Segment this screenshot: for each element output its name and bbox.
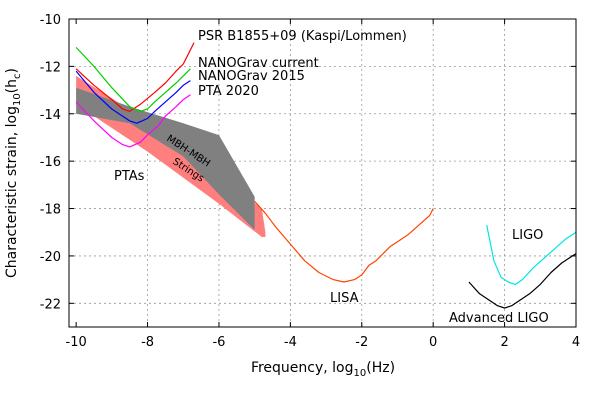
nanograv-2015-label: NANOGrav 2015 — [198, 69, 305, 84]
y-tick-label: -14 — [40, 108, 61, 123]
y-tick-label: -18 — [40, 203, 61, 218]
pta-2020-label: PTA 2020 — [198, 84, 259, 99]
x-tick-label: -4 — [284, 335, 297, 350]
nanograv-current-label: NANOGrav current — [198, 56, 319, 71]
series-layer — [75, 42, 577, 309]
nanograv-current-curve — [75, 46, 191, 112]
y-axis-label: Characteristic strain, log10(hc) — [4, 68, 23, 278]
band-layer — [76, 75, 266, 237]
nanograv-2015-curve — [75, 70, 191, 124]
psr-b1855-09-kaspi-lommen-curve — [75, 42, 195, 112]
grid-layer — [69, 19, 576, 327]
y-tick-label: -22 — [40, 297, 61, 312]
x-axis-label: Frequency, log10(Hz) — [251, 360, 395, 379]
pta-2020-curve — [75, 94, 191, 148]
ptas-label: PTAs — [114, 169, 145, 184]
x-tick-label: -10 — [66, 335, 87, 350]
x-tick-label: -2 — [355, 335, 368, 350]
psr-b1855-label: PSR B1855+09 (Kaspi/Lommen) — [198, 29, 407, 44]
x-tick-label: -6 — [212, 335, 225, 350]
lisa-label: LISA — [330, 291, 359, 306]
mbh-mbh-band — [76, 87, 255, 230]
x-tick-label: 2 — [500, 335, 508, 350]
ligo-curve — [486, 224, 577, 285]
tick-layer: -10 -8 -6 -4 -2 0 2 4-22-20-18-16-14-12-10 — [40, 13, 580, 350]
advanced-ligo-label: Advanced LIGO — [449, 311, 549, 326]
lisa-curve — [254, 200, 434, 283]
x-tick-label: 4 — [572, 335, 580, 350]
advanced-ligo-curve — [468, 253, 577, 309]
ligo-label: LIGO — [512, 228, 543, 243]
y-tick-label: -20 — [40, 250, 61, 265]
x-tick-label: 0 — [429, 335, 437, 350]
plot-frame — [68, 18, 577, 328]
y-tick-label: -10 — [40, 13, 61, 28]
y-tick-label: -16 — [40, 155, 61, 170]
x-tick-label: -8 — [141, 335, 154, 350]
y-tick-label: -12 — [40, 60, 61, 75]
